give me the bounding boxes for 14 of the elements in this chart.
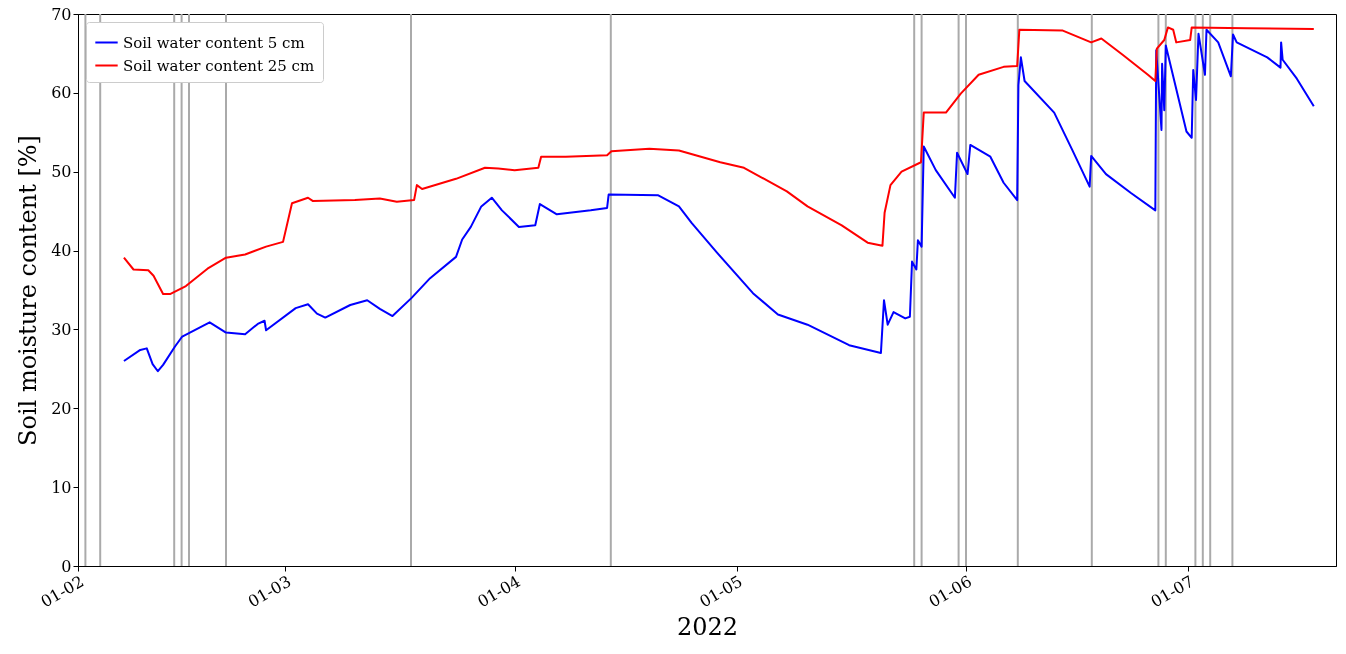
legend-label: Soil water content 25 cm — [123, 56, 315, 75]
line-series — [122, 26, 1315, 295]
y-tick-label: 10 — [51, 477, 72, 497]
y-tick-label: 20 — [51, 398, 72, 418]
y-tick-label: 50 — [51, 162, 72, 182]
y-tick-label: 70 — [51, 4, 72, 24]
line-series — [122, 28, 1315, 373]
legend-label: Soil water content 5 cm — [123, 33, 305, 52]
y-tick-label: 30 — [51, 319, 72, 339]
y-axis-title: Soil moisture content [%] — [14, 135, 43, 446]
y-tick-label: 0 — [61, 556, 72, 576]
x-axis-title: 2022 — [676, 613, 739, 642]
y-tick-label: 60 — [51, 83, 72, 103]
y-tick-label: 40 — [51, 241, 72, 261]
